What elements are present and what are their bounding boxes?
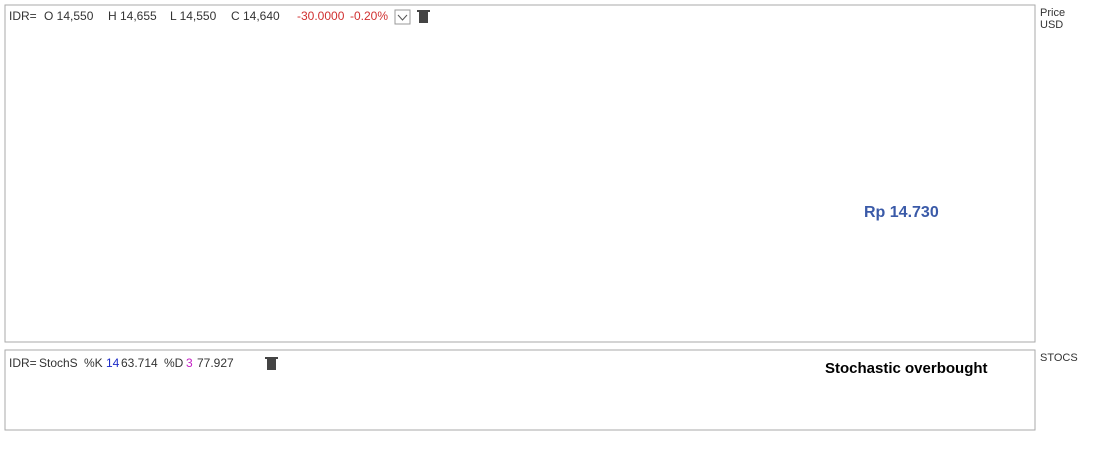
stoch-symbol: IDR= bbox=[9, 356, 37, 370]
header-bg bbox=[6, 8, 446, 26]
stoch-axis-label: STOCS bbox=[1040, 352, 1078, 364]
stoch-k-period: 14 bbox=[106, 356, 120, 370]
header-close: C 14,640 bbox=[231, 9, 280, 23]
header-low: L 14,550 bbox=[170, 9, 217, 23]
stoch-d-name: %D bbox=[164, 356, 184, 370]
price-pane bbox=[4, 4, 1036, 343]
stoch-k-value: 63.714 bbox=[121, 356, 158, 370]
header-change-pct: -0.20% bbox=[350, 9, 388, 23]
header-open: O 14,550 bbox=[44, 9, 94, 23]
delete-icon[interactable] bbox=[417, 10, 430, 23]
stoch-study: StochS bbox=[39, 356, 78, 370]
text-layer: IDR= O 14,550 H 14,655 L 14,550 C 14,640… bbox=[6, 7, 1078, 377]
header-change: -30.0000 bbox=[297, 9, 345, 23]
stoch-annotation: Stochastic overbought bbox=[825, 360, 988, 377]
dropdown-arrow bbox=[397, 14, 408, 21]
header-symbol: IDR= bbox=[9, 9, 37, 23]
y-axis-unit: USD bbox=[1040, 19, 1063, 31]
dropdown-button[interactable] bbox=[394, 9, 411, 25]
y-axis-label: Price bbox=[1040, 7, 1065, 19]
annotation: Rp 14.730 bbox=[864, 204, 939, 221]
stoch-d-period: 3 bbox=[186, 356, 193, 370]
header-high: H 14,655 bbox=[108, 9, 157, 23]
stoch-delete-icon[interactable] bbox=[265, 357, 278, 370]
stoch-k-name: %K bbox=[84, 356, 103, 370]
stoch-header-bg bbox=[6, 354, 276, 372]
stoch-d-value: 77.927 bbox=[197, 356, 234, 370]
